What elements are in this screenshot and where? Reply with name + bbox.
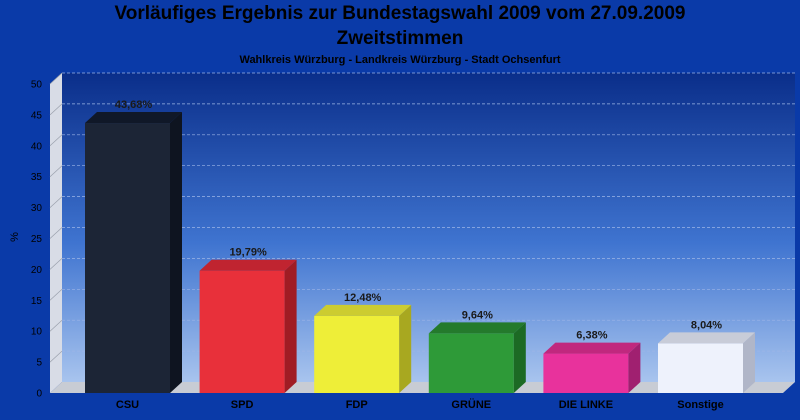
y-tick-label: 5 xyxy=(36,358,42,369)
grid-lines xyxy=(49,72,795,363)
bar xyxy=(658,343,743,393)
bar-side xyxy=(170,112,182,393)
grid-line-side xyxy=(49,72,63,85)
grid-line-side xyxy=(49,134,63,147)
grid-line-side xyxy=(49,196,63,208)
bar-value-label: 9,64% xyxy=(462,309,493,321)
y-axis-label: % xyxy=(9,232,21,242)
grid-line-side xyxy=(49,258,63,270)
bar-top xyxy=(543,342,641,354)
bar-top xyxy=(428,322,526,334)
y-tick-label: 15 xyxy=(31,296,43,307)
x-tick-label: CSU xyxy=(116,399,139,411)
bar-side xyxy=(743,332,755,393)
y-tick-label: 20 xyxy=(31,265,43,276)
x-tick-label: FDP xyxy=(346,399,368,411)
chart-subtitle: Wahlkreis Würzburg - Landkreis Würzburg … xyxy=(239,54,561,66)
bar-side xyxy=(513,322,526,393)
bar-value-label: 12,48% xyxy=(344,292,382,304)
chart-title: Vorläufiges Ergebnis zur Bundestagswahl … xyxy=(114,3,686,24)
bar-value-label: 19,79% xyxy=(229,247,267,259)
bar-side xyxy=(399,304,412,393)
x-tick-label: DIE LINKE xyxy=(559,399,613,411)
chart-title-line2: Zweitstimmen xyxy=(336,28,464,49)
grid-line-side xyxy=(49,165,63,177)
grid-line-side xyxy=(49,289,63,301)
grid-line-side xyxy=(49,103,63,116)
y-tick-label: 35 xyxy=(31,172,43,183)
x-tick-label: SPD xyxy=(231,399,254,411)
bar-value-label: 43,68% xyxy=(115,99,153,111)
bar-value-label: 8,04% xyxy=(691,319,722,331)
y-tick-label: 25 xyxy=(31,234,43,245)
bar-value-label: 6,38% xyxy=(576,330,607,342)
y-tick-label: 40 xyxy=(31,141,43,152)
bar-top xyxy=(658,332,755,344)
bar-top xyxy=(85,112,182,124)
bar xyxy=(428,333,514,393)
bar-top xyxy=(314,304,412,316)
bar-side xyxy=(284,259,297,393)
grid-line-side xyxy=(49,350,63,363)
x-axis-labels: CSU SPD FDP GRÜNE DIE LINKE Sonstige xyxy=(116,398,724,411)
bar xyxy=(314,315,400,393)
x-tick-label: GRÜNE xyxy=(451,398,491,411)
grid-line-side xyxy=(49,227,63,239)
x-tick-label: Sonstige xyxy=(677,399,723,411)
y-tick-label: 50 xyxy=(31,80,43,91)
bar xyxy=(199,270,285,393)
bar xyxy=(543,353,629,393)
y-tick-label: 45 xyxy=(31,110,43,121)
y-tick-label: 10 xyxy=(31,327,43,338)
y-tick-label: 30 xyxy=(31,203,43,214)
bar-top xyxy=(199,259,297,271)
y-tick-label: 0 xyxy=(36,389,42,400)
grid-line-side xyxy=(49,319,63,332)
y-axis: 0 5 10 15 20 25 30 35 40 45 50 xyxy=(31,80,43,400)
bars: 43,68% 19,79% 12,48% 9,64% 6,38% 8,04% xyxy=(85,99,755,393)
bar-side xyxy=(628,342,641,393)
bar xyxy=(85,123,170,393)
